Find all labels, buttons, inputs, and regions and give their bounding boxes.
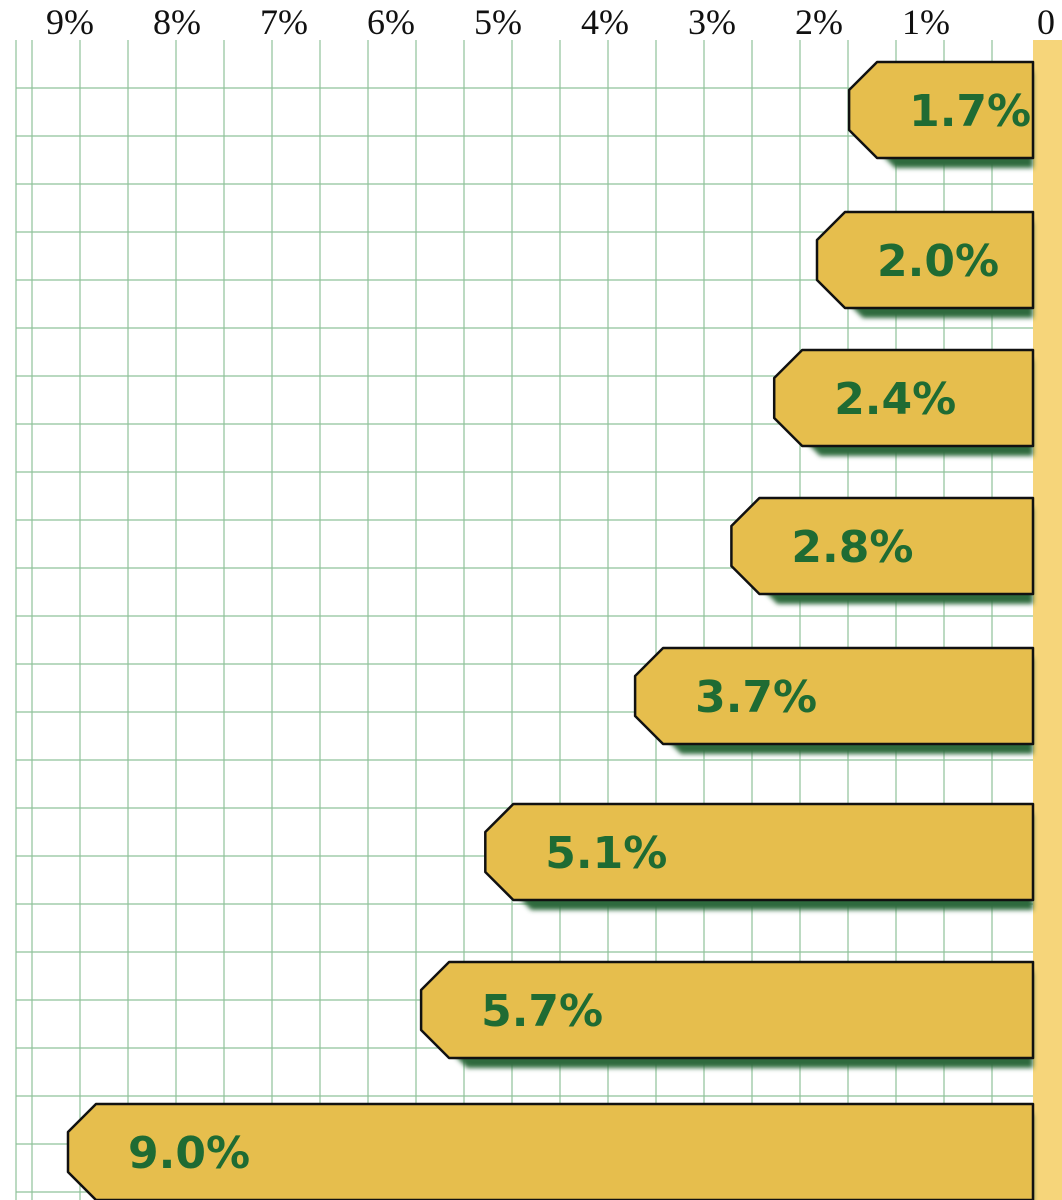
- bar-value-label: 1.7%: [909, 86, 1031, 137]
- x-tick-label: 5%: [474, 2, 522, 42]
- bar-group: 2.0%: [815, 210, 1035, 318]
- x-tick-label: 9%: [46, 2, 94, 42]
- x-tick-label: 3%: [688, 2, 736, 42]
- x-axis-ticks: 9% 8% 7% 6% 5% 4% 3% 2% 1% 0: [46, 2, 1055, 42]
- bar-group: 2.4%: [772, 348, 1035, 456]
- bar: [815, 210, 1035, 310]
- bar-group: 1.7%: [847, 60, 1035, 168]
- bar-group: 9.0%: [66, 1102, 1035, 1200]
- bar-value-label: 9.0%: [128, 1128, 250, 1179]
- x-tick-label: 6%: [367, 2, 415, 42]
- x-tick-label: 2%: [795, 2, 843, 42]
- bar-group: 5.1%: [484, 802, 1035, 910]
- bar-value-label: 2.4%: [834, 374, 956, 425]
- bars: 1.7% 2.0% 2.4% 2.8% 3.7% 5.1% 5.7% 9.0%: [66, 60, 1035, 1200]
- bar-value-label: 5.1%: [545, 828, 667, 879]
- bar-group: 2.8%: [730, 496, 1035, 604]
- bar-value-label: 2.8%: [791, 522, 913, 573]
- x-tick-label: 1%: [902, 2, 950, 42]
- bar-value-label: 2.0%: [877, 236, 999, 287]
- bar-group: 5.7%: [419, 960, 1035, 1068]
- x-tick-label: 8%: [153, 2, 201, 42]
- bar: [730, 496, 1035, 596]
- bar: [419, 960, 1035, 1060]
- bar: [66, 1102, 1035, 1200]
- bar-group: 3.7%: [633, 646, 1035, 754]
- bar: [847, 60, 1035, 160]
- bar: [633, 646, 1035, 746]
- bar-value-label: 3.7%: [695, 672, 817, 723]
- bar: [772, 348, 1035, 448]
- x-tick-label: 7%: [260, 2, 308, 42]
- axis-strip: [1033, 40, 1062, 1200]
- x-tick-label: 0: [1037, 2, 1055, 42]
- bar-value-label: 5.7%: [481, 986, 603, 1037]
- bar: [484, 802, 1035, 902]
- x-tick-label: 4%: [581, 2, 629, 42]
